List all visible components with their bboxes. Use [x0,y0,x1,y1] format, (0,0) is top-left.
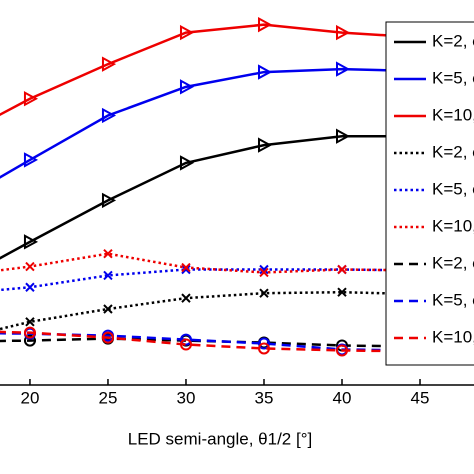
marker [179,155,195,171]
marker [23,91,39,107]
marker [337,287,347,297]
marker [181,293,191,303]
legend-label: K=2, σe2 [432,253,474,272]
marker [336,344,349,357]
marker [259,264,269,275]
marker [25,317,35,327]
marker [336,24,351,41]
x-tick-label: 45 [411,388,430,407]
marker [179,338,192,351]
legend-label: K=10, σe2 [432,216,474,235]
marker [103,270,113,281]
x-tick-label: 40 [333,388,352,407]
marker [259,267,269,278]
marker [23,326,36,339]
marker [257,64,273,80]
marker [103,248,113,259]
legend-label: K=5, σe2 [432,68,474,87]
marker [179,79,195,95]
x-tick-label: 30 [177,388,196,407]
marker [103,304,113,314]
marker [257,137,273,153]
marker [23,234,39,250]
marker [337,264,347,275]
legend-label: K=5, σe2 [432,179,474,198]
marker [336,128,351,144]
marker [181,262,191,273]
x-axis-label: LED semi-angle, θ1/2 [°] [128,429,312,448]
legend-label: K=2, σe2 [432,142,474,161]
legend-label: K=5, σe2 [432,290,474,309]
legend-label: K=10, σe2 [432,105,474,124]
marker [101,331,114,344]
marker [257,16,273,33]
marker [336,61,351,77]
marker [25,261,35,272]
marker [23,334,36,347]
marker [101,56,117,72]
x-tick-label: 35 [255,388,274,407]
legend-label: K=10, σe2 [432,327,474,346]
marker [101,107,117,124]
marker [179,24,195,41]
marker [25,282,35,292]
marker [101,192,117,209]
marker [257,337,270,350]
x-tick-label: 25 [99,388,118,407]
line [0,290,474,331]
marker [181,264,191,275]
marker [259,288,269,298]
x-tick-label: 20 [20,388,39,407]
legend-label: K=2, σe2 [432,31,474,50]
marker [257,342,270,355]
marker [23,152,39,168]
marker [179,333,192,346]
